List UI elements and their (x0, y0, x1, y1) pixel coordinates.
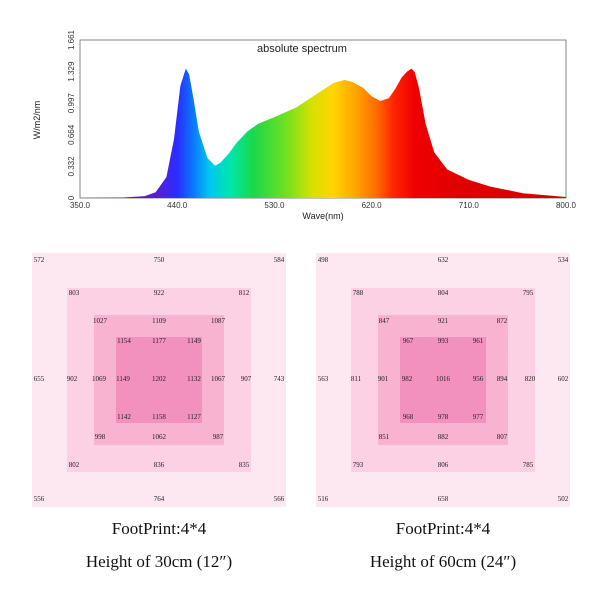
y-axis-label: W/m2/nm (32, 101, 42, 140)
ppfd-value: 556 (33, 495, 45, 503)
x-tick-label: 350.0 (70, 201, 91, 210)
ppfd-value: 584 (273, 256, 285, 264)
ppfd-value: 572 (33, 256, 45, 264)
ppfd-value: 563 (317, 375, 329, 383)
ppfd-value: 1132 (187, 375, 201, 383)
ppfd-value: 820 (524, 375, 536, 383)
x-tick-label: 800.0 (556, 201, 577, 210)
ppfd-value: 1154 (117, 337, 131, 345)
intensity-zone-4 (116, 337, 202, 423)
ppfd-value: 1062 (152, 433, 166, 441)
ppfd-value: 1067 (211, 375, 225, 383)
ppfd-value: 803 (68, 289, 80, 297)
y-tick-label: 1.661 (67, 29, 76, 50)
ppfd-value: 847 (378, 317, 390, 325)
y-tick-label: 0 (67, 195, 76, 200)
ppfd-value: 977 (472, 413, 484, 421)
ppfd-value: 1158 (152, 413, 166, 421)
ppfd-value: 534 (557, 256, 569, 264)
ppfd-value: 882 (437, 433, 449, 441)
ppfd-value: 658 (437, 495, 449, 503)
ppfd-value: 1109 (152, 317, 166, 325)
ppfd-value: 785 (522, 461, 534, 469)
ppfd-value: 498 (317, 256, 329, 264)
ppfd-value: 1016 (436, 375, 450, 383)
y-tick-label: 0.664 (67, 124, 76, 145)
ppfd-value: 804 (437, 289, 449, 297)
ppfd-value: 894 (496, 375, 508, 383)
ppfd-value: 921 (437, 317, 449, 325)
y-tick-label: 0.332 (67, 156, 76, 177)
spectrum-area (80, 68, 566, 198)
ppfd-value: 602 (557, 375, 569, 383)
ppfd-value: 802 (68, 461, 80, 469)
ppfd-value: 811 (350, 375, 362, 383)
x-tick-label: 530.0 (264, 201, 285, 210)
ppfd-value: 655 (33, 375, 45, 383)
ppfd-value: 750 (153, 256, 165, 264)
ppfd-value: 502 (557, 495, 569, 503)
y-tick-label: 0.997 (67, 93, 76, 114)
ppfd-value: 806 (437, 461, 449, 469)
ppfd-value: 1127 (187, 413, 201, 421)
x-tick-label: 620.0 (362, 201, 383, 210)
footprint-title-30cm: FootPrint:4*4 (111, 519, 207, 538)
ppfd-value: 1069 (92, 375, 106, 383)
ppfd-value: 743 (273, 375, 285, 383)
ppfd-value: 836 (153, 461, 165, 469)
x-tick-label: 710.0 (459, 201, 480, 210)
ppfd-value: 901 (377, 375, 389, 383)
ppfd-value: 632 (437, 256, 449, 264)
ppfd-value: 872 (496, 317, 508, 325)
ppfd-value: 961 (472, 337, 484, 345)
intensity-zone-4 (400, 337, 486, 423)
ppfd-value: 851 (378, 433, 390, 441)
ppfd-value: 516 (317, 495, 329, 503)
footprint-title-60cm: FootPrint:4*4 (395, 519, 491, 538)
ppfd-value: 1149 (187, 337, 201, 345)
height-caption-30cm: Height of 30cm (12″) (85, 552, 233, 571)
ppfd-value: 993 (437, 337, 449, 345)
ppfd-value: 1142 (117, 413, 131, 421)
ppfd-value: 764 (153, 495, 165, 503)
ppfd-value: 788 (352, 289, 364, 297)
ppfd-value: 795 (522, 289, 534, 297)
x-axis-label: Wave(nm) (302, 211, 343, 221)
ppfd-value: 566 (273, 495, 285, 503)
ppfd-value: 968 (402, 413, 414, 421)
ppfd-value: 1202 (152, 375, 166, 383)
spectrum-chart: absolute spectrum Wave(nm) W/m2/nm 350.0… (32, 29, 577, 221)
ppfd-value: 902 (66, 375, 78, 383)
ppfd-value: 1149 (116, 375, 130, 383)
ppfd-value: 812 (238, 289, 250, 297)
y-tick-label: 1.329 (67, 61, 76, 82)
ppfd-value: 982 (401, 375, 413, 383)
ppfd-value: 967 (402, 337, 414, 345)
ppfd-value: 1087 (211, 317, 225, 325)
x-tick-label: 440.0 (167, 201, 188, 210)
ppfd-value: 922 (153, 289, 165, 297)
ppfd-value: 793 (352, 461, 364, 469)
ppfd-value: 1177 (152, 337, 166, 345)
chart-title: absolute spectrum (257, 43, 347, 55)
ppfd-value: 978 (437, 413, 449, 421)
footprint-grid-60cm: 498 632 534 788 804 795 847 921 872 967 993 961 563 8… (316, 253, 570, 507)
footprint-grid-30cm: 572 750 584 803 922 812 1027 1109 1087 1154 1177 11… (32, 253, 286, 507)
ppfd-value: 807 (496, 433, 508, 441)
ppfd-value: 1027 (93, 317, 107, 325)
ppfd-value: 835 (238, 461, 250, 469)
ppfd-value: 998 (94, 433, 106, 441)
ppfd-value: 956 (472, 375, 484, 383)
height-caption-60cm: Height of 60cm (24″) (369, 552, 517, 571)
ppfd-value: 907 (240, 375, 252, 383)
ppfd-value: 987 (212, 433, 224, 441)
